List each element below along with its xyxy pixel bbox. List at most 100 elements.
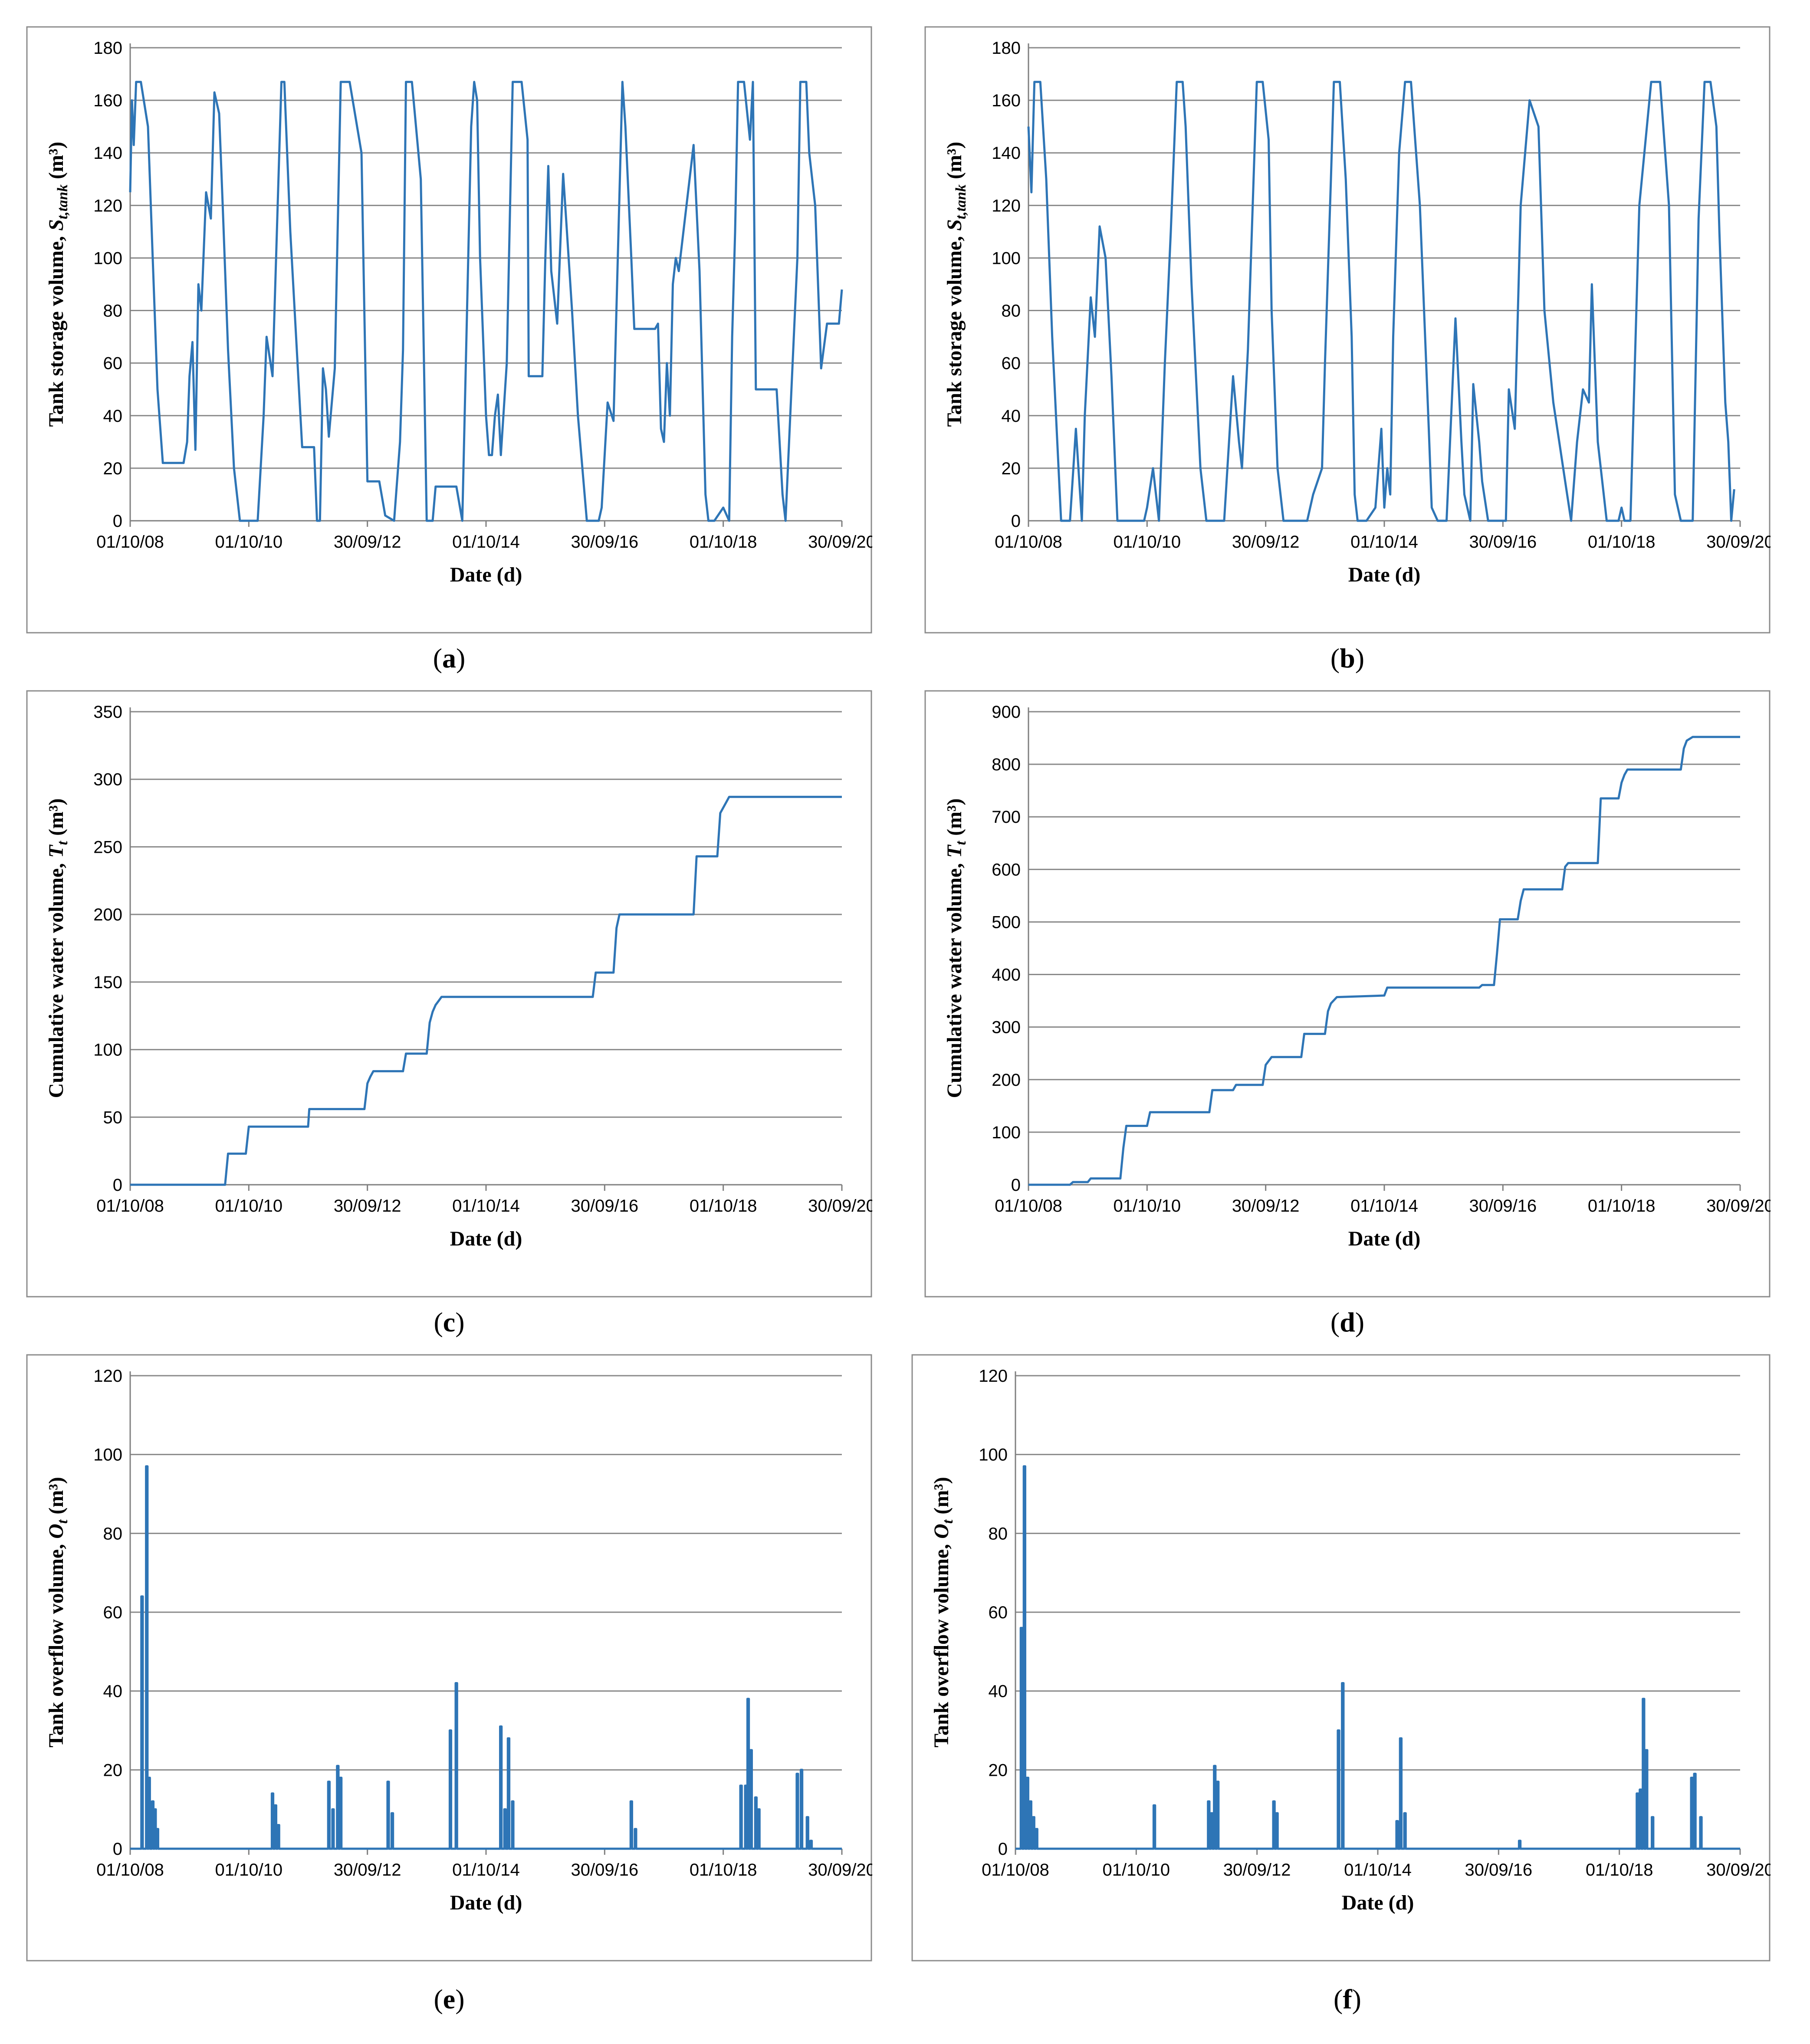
y-axis-title-symbol: O — [930, 1524, 953, 1539]
y-tick-label: 150 — [93, 973, 122, 992]
y-tick-label: 200 — [93, 905, 122, 924]
y-axis-title-subscript: t — [953, 840, 969, 845]
chart-svg-b: 0 20 40 60 80 100 120 140 160 180 01/10/08 01/10/10… — [924, 26, 1771, 634]
y-tick-label: 600 — [992, 860, 1021, 879]
y-axis-title-unit: (m³) — [45, 799, 68, 841]
y-tick-label: 40 — [103, 407, 123, 426]
y-tick-label: 80 — [989, 1524, 1008, 1543]
chart-panel-c: 0 50 100 150 200 250 300 350 01/10/08 01/10/10 30/… — [26, 690, 872, 1298]
y-tick-label: 50 — [103, 1108, 123, 1127]
y-tick-label: 80 — [103, 302, 123, 321]
y-tick-label: 250 — [93, 838, 122, 857]
caption-c: (c) — [434, 1307, 465, 1337]
y-tick-label: 350 — [93, 703, 122, 722]
x-tick-label: 30/09/12 — [334, 1860, 401, 1880]
y-tick-label: 160 — [992, 91, 1021, 110]
y-tick-label: 120 — [992, 196, 1021, 215]
x-tick-label: 30/09/20 — [808, 1860, 872, 1880]
y-tick-label: 80 — [103, 1524, 123, 1543]
data-series-line — [1027, 81, 1735, 522]
x-tick-label: 01/10/14 — [1350, 532, 1418, 552]
data-series-line — [130, 1465, 842, 1850]
y-axis-title-unit: (m³) — [943, 142, 966, 184]
y-tick-label: 100 — [992, 1123, 1021, 1142]
y-tick-label: 40 — [1002, 407, 1021, 426]
y-tick-label: 0 — [1011, 1176, 1021, 1195]
y-tick-label: 100 — [979, 1446, 1008, 1465]
x-tick-label: 01/10/08 — [96, 532, 164, 552]
x-tick-label: 01/10/08 — [96, 1196, 164, 1216]
caption-e: (e) — [434, 1984, 465, 2014]
y-tick-label: 160 — [93, 91, 122, 110]
caption-f: (f) — [1334, 1984, 1361, 2014]
y-tick-label: 200 — [992, 1071, 1021, 1090]
x-tick-label: 30/09/16 — [1469, 1196, 1537, 1216]
data-series-line — [1028, 736, 1740, 1186]
y-axis-title: Tank overflow volume, Ot (m³) — [45, 1477, 71, 1747]
x-tick-label: 30/09/16 — [571, 532, 638, 552]
y-tick-label: 0 — [113, 1176, 122, 1195]
caption-a: (a) — [433, 643, 466, 674]
chart-svg-f: 0 20 40 60 80 100 120 01/10/08 01/10/10 30/09/12 0… — [911, 1354, 1771, 1962]
data-series-line — [129, 81, 843, 522]
y-axis-title-main: Cumulative water volume, — [45, 858, 68, 1098]
x-tick-label: 30/09/20 — [808, 1196, 872, 1216]
y-axis-title: Cumulative water volume, Tt (m³) — [943, 799, 969, 1098]
chart-frame — [911, 1354, 1771, 1962]
x-axis-title: Date (d) — [450, 1891, 522, 1914]
y-axis-title: Tank storage volume, St,tank (m³) — [45, 142, 71, 427]
x-axis-title: Date (d) — [1348, 563, 1421, 586]
x-tick-label: 30/09/20 — [1706, 532, 1771, 552]
chart-panel-f: 0 20 40 60 80 100 120 01/10/08 01/10/10 30/09/12 0… — [911, 1354, 1771, 1962]
chart-frame — [26, 1354, 872, 1962]
x-tick-label: 01/10/10 — [215, 532, 283, 552]
y-tick-label: 100 — [93, 249, 122, 268]
y-tick-label: 60 — [103, 354, 123, 373]
x-tick-label: 01/10/10 — [1102, 1860, 1170, 1880]
x-tick-label: 30/09/16 — [1469, 532, 1537, 552]
chart-panel-b: 0 20 40 60 80 100 120 140 160 180 01/10/08 01/10/10… — [924, 26, 1771, 634]
y-axis-title-symbol: S — [943, 219, 966, 231]
x-tick-label: 01/10/10 — [1113, 1196, 1181, 1216]
x-tick-label: 30/09/12 — [1232, 532, 1300, 552]
y-tick-label: 20 — [103, 459, 123, 478]
y-tick-label: 140 — [93, 144, 122, 163]
x-tick-label: 30/09/16 — [1465, 1860, 1532, 1880]
y-tick-label: 100 — [93, 1041, 122, 1060]
caption-d: (d) — [1330, 1307, 1365, 1337]
x-tick-label: 01/10/08 — [995, 1196, 1062, 1216]
chart-panel-a: 0 20 40 60 80 100 120 140 160 180 01/10/08 01/10/10… — [26, 26, 872, 634]
x-tick-label: 30/09/16 — [571, 1196, 638, 1216]
y-tick-label: 120 — [93, 1367, 122, 1386]
y-tick-label: 100 — [992, 249, 1021, 268]
y-tick-label: 20 — [989, 1761, 1008, 1780]
y-tick-label: 300 — [992, 1018, 1021, 1037]
y-tick-label: 0 — [1011, 512, 1021, 531]
y-axis-title-symbol: T — [45, 845, 68, 858]
y-tick-label: 500 — [992, 913, 1021, 932]
x-tick-label: 01/10/14 — [452, 1196, 520, 1216]
x-tick-label: 01/10/08 — [96, 1860, 164, 1880]
y-axis-title-subscript: t — [55, 840, 71, 845]
x-tick-label: 01/10/14 — [1344, 1860, 1412, 1880]
x-tick-label: 01/10/08 — [982, 1860, 1049, 1880]
y-tick-label: 400 — [992, 966, 1021, 985]
x-tick-label: 30/09/20 — [1706, 1860, 1771, 1880]
x-tick-label: 01/10/18 — [690, 1860, 757, 1880]
y-tick-label: 300 — [93, 770, 122, 789]
y-tick-label: 800 — [992, 755, 1021, 774]
chart-frame — [924, 690, 1771, 1298]
x-tick-label: 30/09/12 — [334, 532, 401, 552]
y-tick-label: 40 — [989, 1682, 1008, 1701]
y-tick-label: 60 — [1002, 354, 1021, 373]
y-axis-title-subscript: t — [940, 1519, 956, 1524]
y-axis-title: Tank overflow volume, Ot (m³) — [930, 1477, 956, 1747]
x-tick-label: 01/10/10 — [215, 1860, 283, 1880]
x-tick-label: 01/10/10 — [215, 1196, 283, 1216]
chart-svg-c: 0 50 100 150 200 250 300 350 01/10/08 01/10/10 30/… — [26, 690, 872, 1298]
x-tick-label: 01/10/14 — [1350, 1196, 1418, 1216]
y-tick-label: 120 — [93, 196, 122, 215]
data-series-line — [130, 795, 842, 1186]
y-tick-label: 120 — [979, 1367, 1008, 1386]
x-tick-label: 30/09/12 — [1232, 1196, 1300, 1216]
